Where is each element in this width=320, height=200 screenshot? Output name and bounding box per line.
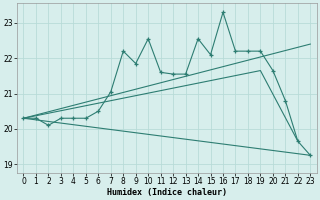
X-axis label: Humidex (Indice chaleur): Humidex (Indice chaleur)	[107, 188, 227, 197]
